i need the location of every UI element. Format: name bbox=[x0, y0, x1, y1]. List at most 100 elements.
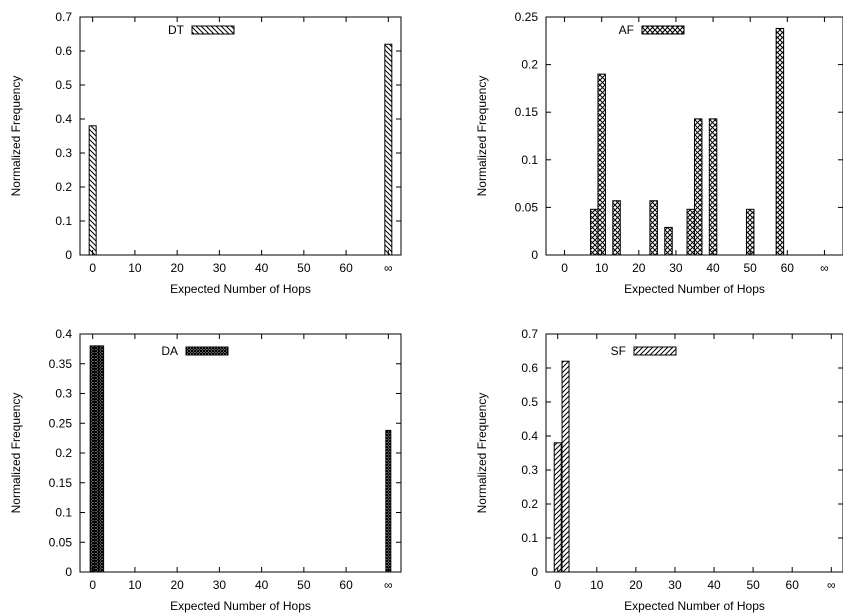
x-tick-label: 60 bbox=[786, 578, 800, 592]
y-tick-label: 0 bbox=[65, 248, 72, 262]
bar bbox=[664, 226, 673, 256]
x-axis-title: Expected Number of Hops bbox=[170, 599, 311, 613]
legend-label: SF bbox=[611, 344, 626, 358]
x-tick-label: ∞ bbox=[820, 261, 829, 275]
x-tick-label: 60 bbox=[339, 578, 353, 592]
x-tick-label: 40 bbox=[255, 578, 269, 592]
legend-swatch bbox=[633, 346, 677, 356]
x-tick-label: 10 bbox=[590, 578, 604, 592]
x-tick-label: 20 bbox=[170, 578, 184, 592]
y-tick-label: 0.5 bbox=[521, 395, 538, 409]
y-tick-label: 0.1 bbox=[521, 531, 538, 545]
y-axis-title: Normalized Frequency bbox=[9, 76, 23, 197]
y-tick-label: 0.6 bbox=[55, 44, 72, 58]
y-axis-title: Normalized Frequency bbox=[9, 393, 23, 514]
legend-label: DA bbox=[161, 344, 178, 358]
y-tick-label: 0.4 bbox=[55, 327, 72, 341]
y-tick-label: 0.15 bbox=[515, 105, 539, 119]
bar bbox=[612, 200, 621, 256]
x-axis-title: Expected Number of Hops bbox=[624, 599, 765, 613]
y-tick-label: 0.3 bbox=[55, 387, 72, 401]
x-axis-title: Expected Number of Hops bbox=[170, 282, 311, 296]
legend: AF bbox=[619, 23, 685, 37]
x-tick-label: 40 bbox=[707, 578, 721, 592]
x-tick-label: 60 bbox=[781, 261, 795, 275]
y-tick-label: 0.25 bbox=[49, 416, 73, 430]
x-tick-label: ∞ bbox=[827, 578, 836, 592]
y-tick-label: 0.2 bbox=[55, 180, 72, 194]
chart-panel-sf: 0 0.1 0.2 0.3 0.4 0.5 0.6 0.7 0 10 20 30 40 50 60 ∞ Ex… bbox=[475, 327, 843, 613]
bar bbox=[775, 27, 785, 256]
chart-panel-af: 0 0.05 0.1 0.15 0.2 0.25 0 10 20 30 40 50 60 ∞ Expec… bbox=[475, 10, 843, 296]
y-tick-label: 0 bbox=[531, 565, 538, 579]
bar bbox=[553, 442, 562, 573]
bar bbox=[590, 208, 599, 256]
y-tick-label: 0 bbox=[531, 248, 538, 262]
chart-panel-dt: 0 0.1 0.2 0.3 0.4 0.5 0.6 0.7 0 10 20 30 40 50 60 ∞ Ex… bbox=[9, 10, 402, 296]
legend-swatch bbox=[641, 25, 685, 35]
y-tick-label: 0.7 bbox=[521, 327, 538, 341]
x-tick-label: 0 bbox=[554, 578, 561, 592]
bar bbox=[385, 429, 392, 573]
y-tick-label: 0.3 bbox=[521, 463, 538, 477]
y-tick-label: 0.2 bbox=[521, 497, 538, 511]
legend: DA bbox=[161, 344, 229, 358]
y-tick-label: 0.35 bbox=[49, 357, 73, 371]
y-tick-label: 0.05 bbox=[49, 535, 73, 549]
x-axis-title: Expected Number of Hops bbox=[624, 282, 765, 296]
x-tick-label: 40 bbox=[706, 261, 720, 275]
y-tick-label: 0.7 bbox=[55, 10, 72, 24]
y-tick-label: 0.3 bbox=[55, 146, 72, 160]
x-tick-label: 40 bbox=[255, 261, 269, 275]
x-tick-label: 10 bbox=[128, 261, 142, 275]
bar bbox=[88, 125, 97, 256]
chart-panel-da: 0 0.05 0.1 0.15 0.2 0.25 0.3 0.35 0.4 0 10 20 30 40 5… bbox=[9, 327, 402, 613]
x-tick-label: ∞ bbox=[384, 261, 393, 275]
x-tick-label: 10 bbox=[128, 578, 142, 592]
legend: DT bbox=[168, 23, 235, 37]
x-tick-label: 0 bbox=[89, 578, 96, 592]
x-tick-label: 10 bbox=[595, 261, 609, 275]
y-axis-title: Normalized Frequency bbox=[475, 76, 489, 197]
y-tick-label: 0.4 bbox=[55, 112, 72, 126]
x-tick-label: 0 bbox=[561, 261, 568, 275]
bar bbox=[597, 73, 606, 256]
legend-label: DT bbox=[168, 23, 185, 37]
y-tick-label: 0.2 bbox=[521, 58, 538, 72]
bar bbox=[745, 208, 755, 256]
x-tick-label: 60 bbox=[339, 261, 353, 275]
x-tick-label: 20 bbox=[629, 578, 643, 592]
legend-swatch bbox=[191, 25, 235, 35]
x-tick-label: 20 bbox=[632, 261, 646, 275]
bar bbox=[561, 360, 570, 573]
bar bbox=[98, 345, 105, 573]
legend-swatch bbox=[185, 346, 229, 356]
x-tick-label: 50 bbox=[746, 578, 760, 592]
y-tick-label: 0.1 bbox=[55, 214, 72, 228]
x-tick-label: 30 bbox=[668, 578, 682, 592]
y-axis-title: Normalized Frequency bbox=[475, 393, 489, 514]
y-tick-label: 0.6 bbox=[521, 361, 538, 375]
bar bbox=[384, 43, 393, 256]
x-tick-label: 50 bbox=[744, 261, 758, 275]
legend: SF bbox=[611, 344, 677, 358]
x-tick-label: ∞ bbox=[384, 578, 393, 592]
bar bbox=[686, 208, 696, 256]
x-tick-label: 30 bbox=[213, 261, 227, 275]
x-tick-label: 50 bbox=[297, 261, 311, 275]
y-tick-label: 0.15 bbox=[49, 476, 73, 490]
legend-label: AF bbox=[619, 23, 634, 37]
y-tick-label: 0.1 bbox=[521, 153, 538, 167]
y-tick-label: 0.05 bbox=[515, 200, 539, 214]
y-tick-label: 0.4 bbox=[521, 429, 538, 443]
x-tick-label: 50 bbox=[297, 578, 311, 592]
bar bbox=[693, 118, 703, 256]
x-tick-label: 20 bbox=[170, 261, 184, 275]
y-tick-label: 0 bbox=[65, 565, 72, 579]
y-tick-label: 0.5 bbox=[55, 78, 72, 92]
bar bbox=[649, 200, 658, 256]
x-tick-label: 30 bbox=[213, 578, 227, 592]
bar bbox=[708, 118, 718, 256]
y-tick-label: 0.2 bbox=[55, 446, 72, 460]
